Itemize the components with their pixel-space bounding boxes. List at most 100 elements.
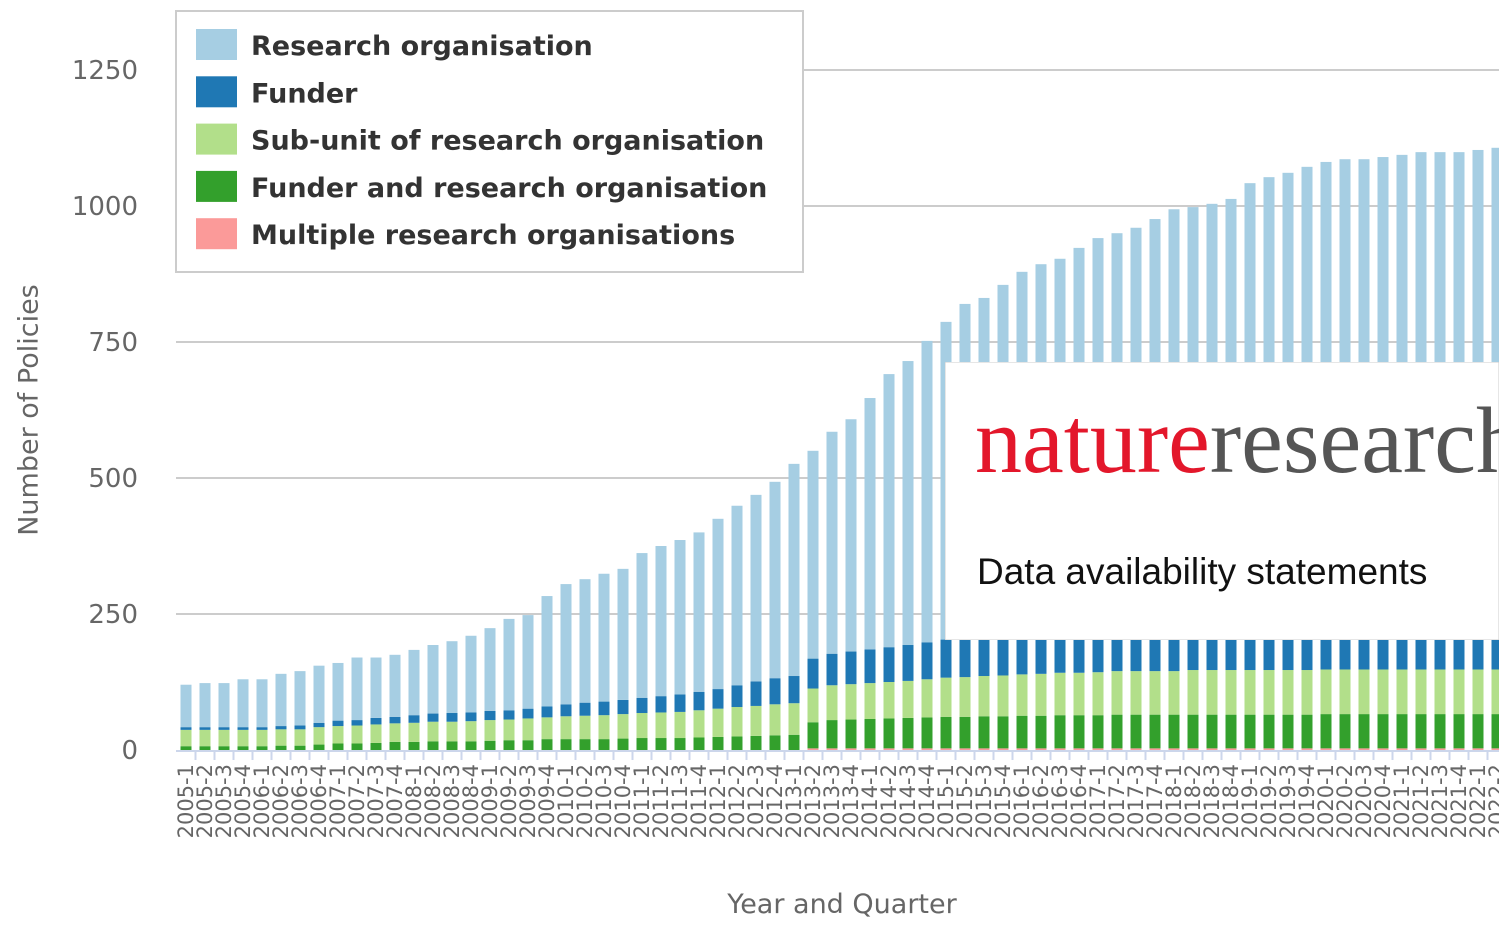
bar-segment (1168, 748, 1180, 750)
x-tick-label: 2005-3 (212, 764, 236, 838)
x-tick-label: 2008-3 (440, 764, 464, 838)
x-tick-label: 2010-3 (592, 764, 616, 838)
x-tick-label: 2019-4 (1295, 764, 1319, 838)
bar-segment (864, 683, 876, 719)
bar-segment (1092, 748, 1104, 750)
bar-segment (522, 718, 534, 741)
x-tick-label: 2006-1 (250, 764, 274, 838)
x-tick-label: 2012-3 (744, 764, 768, 838)
bar-segment (693, 737, 705, 750)
bar-segment (1320, 669, 1332, 715)
bar-segment (256, 746, 268, 750)
bar-segment (1282, 748, 1294, 750)
bar-segment (218, 727, 230, 730)
bar-segment (1149, 627, 1161, 672)
bar-segment (313, 744, 325, 750)
x-tick-label: 2022-1 (1466, 764, 1490, 838)
bar-segment (1035, 632, 1047, 674)
x-tick-label: 2016-2 (1029, 764, 1053, 838)
bar-segment (389, 654, 401, 717)
bar-segment (1130, 671, 1142, 715)
bar-segment (674, 738, 686, 750)
x-tick-label: 2008-4 (459, 764, 483, 838)
bar-segment (427, 741, 439, 750)
bar-segment (1282, 714, 1294, 749)
bar-segment (1168, 627, 1180, 672)
bar-segment (959, 716, 971, 749)
bar-segment (1016, 674, 1028, 716)
bar-segment (522, 615, 534, 709)
bar-segment (598, 739, 610, 750)
bar-segment (788, 676, 800, 704)
bar-segment (275, 726, 287, 730)
bar-segment (351, 657, 363, 721)
bar-segment (1358, 748, 1370, 750)
bar-segment (655, 696, 667, 713)
bar-segment (598, 701, 610, 716)
bar-segment (769, 704, 781, 736)
bar-segment (1434, 622, 1446, 670)
bar-segment (921, 642, 933, 680)
bar-segment (1320, 623, 1332, 670)
bar-segment (826, 653, 838, 686)
bar-segment (617, 714, 629, 739)
legend-label: Funder and research organisation (251, 173, 767, 204)
bar-segment (522, 740, 534, 750)
bar-segment (902, 645, 914, 681)
bar-segment (351, 743, 363, 750)
x-tick-label: 2017-3 (1124, 764, 1148, 838)
bar-segment (1491, 714, 1499, 749)
x-tick-label: 2008-1 (402, 764, 426, 838)
x-tick-label: 2009-2 (497, 764, 521, 838)
bar-segment (579, 702, 591, 716)
legend-swatch (196, 218, 237, 250)
bar-segment (693, 710, 705, 738)
bar-segment (503, 710, 515, 720)
bar-segment (1187, 625, 1199, 671)
bar-segment (902, 717, 914, 749)
x-tick-label: 2013-4 (839, 764, 863, 838)
x-tick-label: 2014-2 (877, 764, 901, 838)
bar-segment (503, 740, 515, 750)
bar-segment (1415, 714, 1427, 749)
bar-segment (636, 553, 648, 698)
bar-segment (1358, 623, 1370, 670)
bar-segment (959, 677, 971, 717)
bar-segment (788, 703, 800, 735)
bar-segment (1415, 622, 1427, 670)
bar-segment (1225, 714, 1237, 749)
bar-segment (218, 729, 230, 747)
bar-segment (1396, 748, 1408, 750)
bar-segment (883, 718, 895, 749)
x-tick-label: 2006-4 (307, 764, 331, 838)
bar-segment (1073, 630, 1085, 673)
bar-segment (1339, 748, 1351, 750)
bar-segment (1016, 633, 1028, 675)
bar-segment (636, 713, 648, 739)
bar-segment (560, 739, 572, 750)
bar-segment (959, 637, 971, 678)
x-tick-label: 2007-2 (345, 764, 369, 838)
bar-segment (1491, 669, 1499, 715)
bar-segment (1377, 623, 1389, 670)
bar-segment (997, 675, 1009, 717)
legend-box (175, 10, 804, 273)
bar-segment (332, 743, 344, 750)
x-tick-label: 2010-4 (611, 764, 635, 838)
axis: 0 250 500 750 1000 1250 2005-12005-22005-32005… (72, 56, 1499, 838)
x-tick-label: 2006-3 (288, 764, 312, 838)
bar-segment (693, 532, 705, 692)
bar-segment (180, 729, 192, 747)
bar-segment (199, 727, 211, 730)
bar-segment (579, 579, 591, 703)
bar-segment (1301, 623, 1313, 671)
x-tick-label: 2019-2 (1257, 764, 1281, 838)
bar-segment (1396, 669, 1408, 715)
bar-segment (465, 635, 477, 713)
bar-segment (256, 679, 268, 728)
x-tick-label: 2018-1 (1162, 764, 1186, 838)
bar-segment (1415, 669, 1427, 715)
x-tick-label: 2012-2 (725, 764, 749, 838)
bar-segment (541, 706, 553, 718)
